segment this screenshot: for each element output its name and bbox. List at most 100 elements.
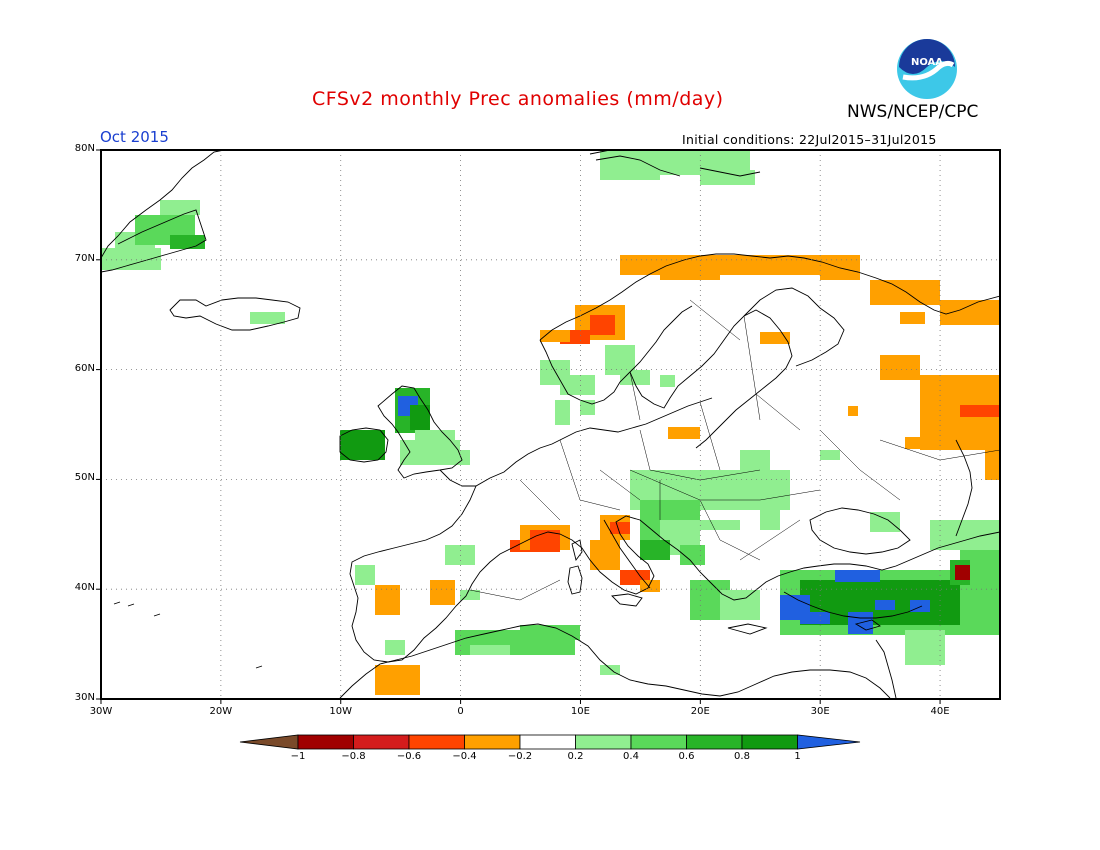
anomaly-cell: [760, 332, 790, 344]
chart-title: CFSv2 monthly Prec anomalies (mm/day): [312, 88, 724, 110]
colorbar-segment: [741, 734, 798, 750]
coast-ireland: [339, 427, 389, 463]
anomaly-cell: [680, 545, 705, 565]
anomaly-cell: [880, 355, 920, 380]
lon-label: 10W: [329, 706, 353, 717]
anomaly-cell: [848, 406, 858, 416]
anomaly-cell: [375, 665, 420, 695]
anomaly-cell: [410, 405, 430, 430]
lat-label: 50N: [74, 472, 95, 484]
lat-label: 60N: [74, 362, 95, 374]
anomaly-cell: [930, 520, 1000, 550]
colorbar-label: 0.4: [623, 751, 639, 762]
anomaly-cell: [820, 265, 860, 280]
anomaly-cell: [905, 630, 945, 665]
colorbar-label: −1: [290, 751, 306, 762]
anomaly-cell: [620, 370, 650, 385]
coast-sweden-baltic: [629, 309, 793, 449]
anomaly-cell: [445, 545, 475, 565]
coast-sardinia: [567, 565, 583, 595]
anomaly-cell: [590, 315, 615, 335]
anomaly-cell: [470, 645, 510, 655]
colorbar-label: 0.6: [678, 751, 695, 762]
anomaly-cell: [385, 640, 405, 655]
anomaly-cell: [560, 375, 595, 395]
anomaly-cell: [430, 580, 455, 605]
colorbar-segment: [297, 734, 354, 750]
anomaly-cell: [668, 427, 700, 439]
colorbar-label: 0.2: [567, 751, 584, 762]
anomaly-cell: [955, 565, 970, 580]
coast-levant: [875, 639, 897, 699]
coast-sicily: [611, 593, 643, 607]
anomaly-cell: [520, 625, 580, 640]
anomaly-cell: [160, 200, 200, 215]
coast-scandinavia: [539, 253, 1000, 341]
coast-black-sea: [809, 507, 911, 555]
borders: [469, 299, 1000, 601]
anomaly-cell: [760, 500, 780, 530]
lon-label: 30W: [89, 706, 113, 717]
anomaly-cell: [870, 280, 940, 305]
colorbar-segment: [686, 734, 743, 750]
lon-label: 20W: [209, 706, 233, 717]
anomaly-cell: [700, 520, 740, 530]
anomaly-cell: [960, 405, 1000, 417]
anomaly-cell: [835, 570, 880, 582]
anomaly-cell: [660, 265, 720, 280]
anomaly-cell: [640, 540, 670, 560]
coast-azores: [113, 601, 161, 617]
anomaly-cell: [540, 330, 570, 342]
colorbar-label: −0.6: [396, 751, 422, 762]
colorbar-segment: [575, 734, 632, 750]
coast-corsica: [571, 539, 583, 562]
anomaly-cell: [985, 450, 1000, 480]
initial-conditions: Initial conditions: 22Jul2015–31Jul2015: [682, 132, 937, 147]
lon-label: 0: [457, 706, 464, 717]
coast-biscay: [349, 485, 525, 663]
colorbar-label: −0.8: [341, 751, 366, 762]
anomaly-cell: [870, 512, 900, 532]
anomaly-cell: [720, 590, 760, 620]
colorbar-segment: [408, 734, 465, 750]
colorbar-segment: [353, 734, 410, 750]
anomaly-cell: [530, 530, 560, 550]
noaa-logo-text: NOAA: [911, 57, 943, 68]
lat-label: 70N: [74, 252, 95, 264]
colorbar-label: −0.2: [507, 751, 533, 762]
lon-label: 20E: [690, 706, 710, 717]
noaa-logo-icon: NOAA: [895, 37, 959, 101]
noaa-logo-svg: NOAA: [897, 39, 957, 99]
anomaly-cell: [600, 665, 620, 675]
coast-turkey: [783, 591, 923, 619]
coast-great-britain: [377, 385, 463, 479]
coastlines: [101, 150, 1000, 699]
coast-finland: [743, 287, 845, 367]
coast-crete: [727, 623, 768, 635]
colorbar-label: 1: [794, 751, 801, 762]
colorbar-max-arrow: [797, 734, 861, 750]
coast-madeira: [255, 665, 263, 669]
colorbar-label: −0.4: [452, 751, 477, 762]
coast-continent-west: [439, 397, 713, 487]
lon-label: 30E: [810, 706, 830, 717]
anomaly-cell: [700, 170, 755, 185]
colorbar-segment: [519, 734, 576, 750]
agency-label: NWS/NCEP/CPC: [847, 102, 979, 122]
map-frame: [100, 149, 1001, 700]
coast-north-africa: [339, 623, 891, 699]
lat-label: 80N: [74, 143, 95, 154]
anomaly-cell: [900, 312, 925, 324]
anomaly-cell: [740, 450, 770, 470]
border-lines: [469, 299, 1000, 601]
anomaly-cell: [375, 585, 400, 615]
anomaly-cell: [460, 590, 480, 600]
anomaly-cell: [340, 430, 385, 460]
anomaly-cell: [460, 450, 470, 465]
anomaly-cell: [660, 375, 675, 387]
colorbar-segment: [630, 734, 687, 750]
anomaly-cell: [250, 312, 285, 324]
colorbar-segment: [464, 734, 521, 750]
coast-iceland: [169, 297, 301, 331]
lon-label: 40E: [930, 706, 950, 717]
